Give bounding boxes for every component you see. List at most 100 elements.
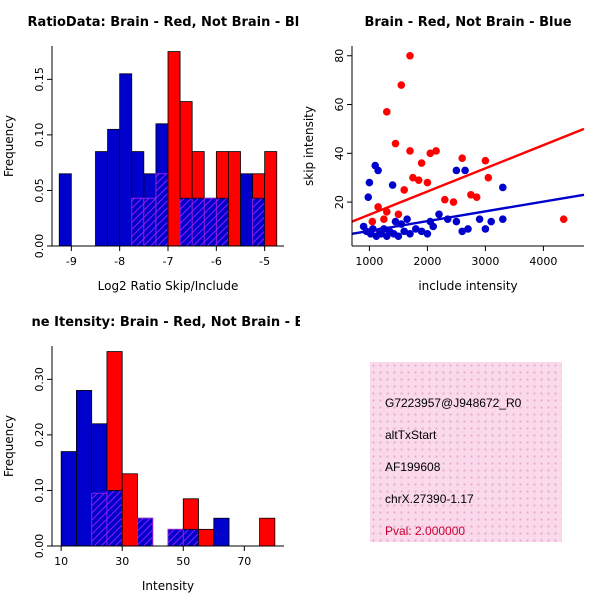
y-tick-label: 0.00 [33, 234, 46, 259]
point-red [400, 186, 408, 194]
point-blue [461, 166, 469, 175]
point-red [391, 139, 400, 148]
bar-red [121, 473, 138, 547]
bar-red [228, 151, 241, 247]
point-red [397, 81, 406, 89]
point-blue [406, 230, 414, 238]
point-red [406, 51, 414, 60]
point-red [383, 108, 391, 116]
axes: -9 -8 -7 -6 -5 0.00 0.05 0.10 0.15 [33, 46, 284, 268]
point-blue [452, 166, 461, 175]
bar-overlap-hatched [143, 197, 157, 247]
point-red [374, 203, 382, 211]
point-red [559, 215, 568, 223]
x-axis-label: include intensity [418, 279, 517, 293]
bar-blue [119, 73, 133, 247]
bar-red [215, 151, 229, 199]
axes: 10 30 50 70 0.00 0.10 0.20 0.30 [33, 346, 284, 568]
x-tick-label: 4000 [529, 255, 557, 268]
bar-overlap-hatched [203, 197, 217, 247]
x-tick-label: 3000 [471, 255, 499, 268]
bars [58, 51, 278, 247]
pval-text: Pval: 2.000000 [385, 524, 466, 538]
point-red [409, 173, 417, 182]
panel-ratio-histogram: RatioData: Brain - Red, Not Brain - Blu -… [0, 0, 300, 300]
y-tick-label: 20 [333, 195, 346, 209]
point-blue [365, 178, 374, 187]
point-blue [388, 181, 397, 189]
gene-info-box: G7223957@J948672_R0 altTxStart AF199608 … [370, 362, 562, 542]
bar-red [167, 51, 181, 247]
bar-blue [107, 128, 121, 247]
y-tick-label: 80 [333, 49, 346, 63]
locus-text: chrX.27390-1.17 [385, 492, 474, 506]
bar-overlap-hatched [137, 517, 154, 547]
x-tick-label: -5 [259, 255, 270, 268]
bar-blue [76, 390, 93, 547]
points [359, 51, 568, 241]
gene-intensity-histogram-chart: ne Itensity: Brain - Red, Not Brain - B 1… [2, 315, 300, 593]
x-axis-label: Intensity [142, 579, 194, 593]
point-red [432, 147, 440, 155]
y-axis-label: Frequency [2, 415, 16, 477]
point-red [368, 217, 377, 226]
bar-overlap-hatched [155, 173, 169, 247]
y-tick-label: 0.10 [33, 478, 46, 503]
ratio-histogram-chart: RatioData: Brain - Red, Not Brain - Blu -… [2, 15, 300, 293]
chart-title: ne Itensity: Brain - Red, Not Brain - B [32, 315, 300, 330]
point-blue [391, 217, 400, 226]
point-red [417, 159, 426, 167]
point-red [426, 149, 435, 158]
fit-line-red [351, 127, 585, 223]
point-blue [429, 222, 437, 231]
chart-title: RatioData: Brain - Red, Not Brain - Blu [28, 15, 300, 30]
bar-blue [240, 173, 253, 247]
point-blue [394, 232, 403, 241]
point-red [472, 193, 481, 202]
bar-blue [213, 517, 230, 547]
bar-red [198, 528, 215, 547]
point-blue [435, 210, 443, 219]
point-red [458, 154, 466, 162]
gene-id-text: G7223957@J948672_R0 [385, 396, 522, 410]
point-red [423, 178, 432, 187]
point-blue [374, 166, 382, 175]
point-red [481, 156, 490, 165]
x-tick-label: 70 [237, 555, 251, 568]
point-blue [364, 193, 373, 202]
y-tick-label: 0.15 [33, 67, 46, 92]
bar-red [264, 151, 278, 247]
point-blue [400, 227, 408, 236]
x-tick-label: -7 [163, 255, 174, 268]
x-tick-label: -6 [211, 255, 222, 268]
x-tick-label: 30 [115, 555, 129, 568]
point-red [383, 208, 391, 216]
bar-red [182, 498, 199, 530]
x-tick-label: 2000 [413, 255, 441, 268]
point-red [467, 190, 475, 199]
bar-overlap-hatched [179, 197, 193, 247]
bar-overlap-hatched [106, 489, 123, 547]
bar-overlap-hatched [182, 528, 199, 547]
x-tick-label: 50 [176, 555, 190, 568]
fit-line-blue [351, 193, 585, 235]
bar-overlap-hatched [131, 197, 145, 247]
point-red [449, 198, 458, 206]
chart-title: Brain - Red, Not Brain - Blue [364, 15, 571, 30]
x-axis-label: Log2 Ratio Skip/Include [98, 279, 239, 293]
y-axis-label: skip intensity [302, 106, 316, 186]
y-tick-label: 0.20 [33, 423, 46, 448]
panel-intensity-scatter: Brain - Red, Not Brain - Blue 1000 2000 300… [300, 0, 600, 300]
y-tick-label: 60 [333, 98, 346, 112]
point-red [406, 147, 414, 155]
point-blue [452, 217, 461, 226]
y-tick-label: 0.00 [33, 534, 46, 559]
bar-red [191, 151, 205, 199]
bars [60, 351, 276, 547]
bar-overlap-hatched [191, 197, 205, 247]
point-blue [499, 215, 507, 223]
bar-overlap-hatched [91, 492, 108, 547]
bar-blue [58, 173, 72, 247]
point-blue [403, 215, 411, 223]
